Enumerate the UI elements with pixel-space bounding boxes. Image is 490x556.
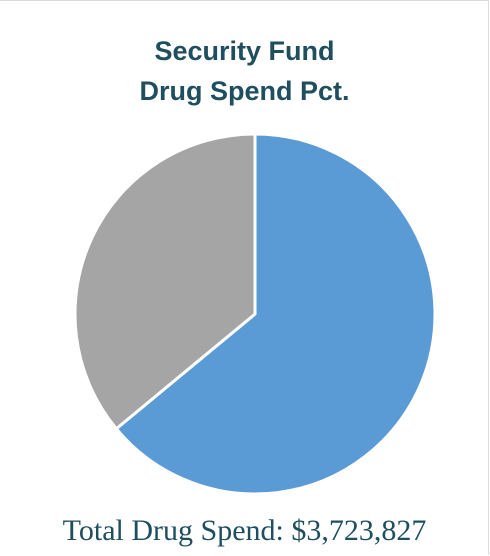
chart-title: Security Fund Drug Spend Pct. <box>0 31 489 111</box>
chart-title-line-1: Security Fund <box>154 36 335 66</box>
pie-slice-1 <box>114 132 437 496</box>
pie-slice-2 <box>73 132 257 431</box>
chart-title-line-2: Drug Spend Pct. <box>139 76 350 106</box>
total-drug-spend: Total Drug Spend: $3,723,827 <box>62 514 427 547</box>
